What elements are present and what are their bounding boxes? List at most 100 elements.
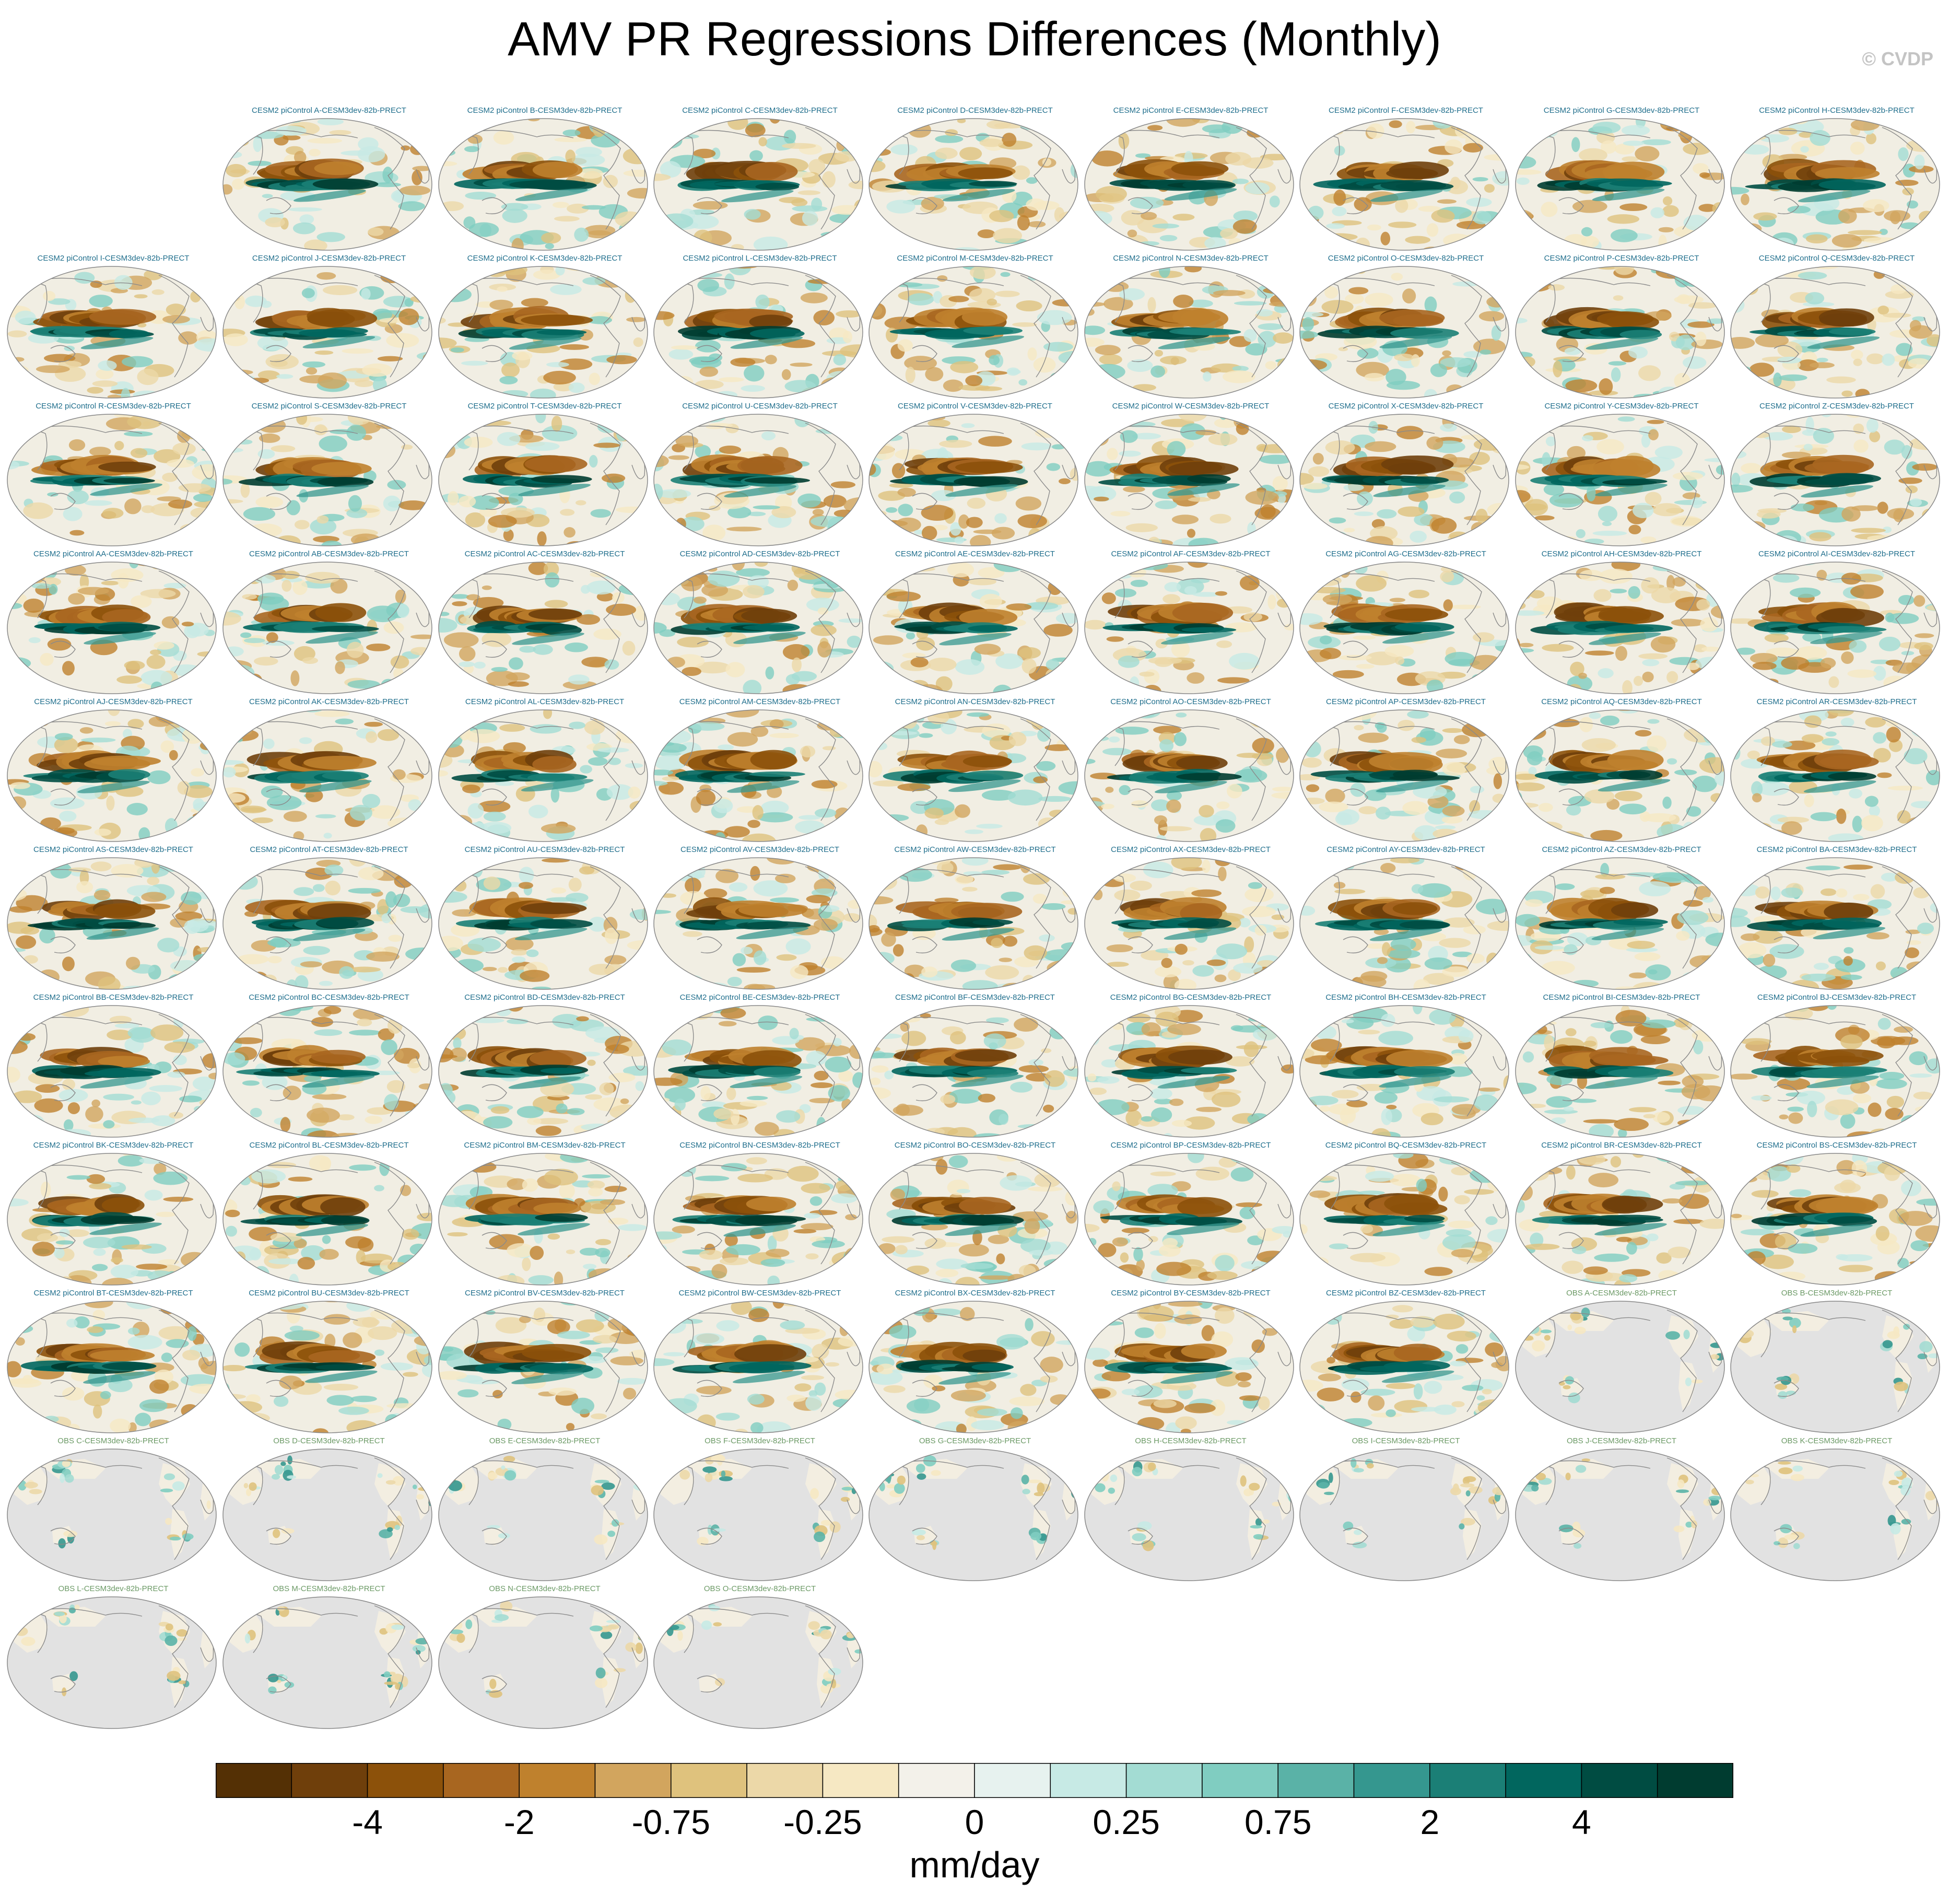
anomaly-patch <box>439 880 456 890</box>
anomaly-patch <box>1020 124 1036 130</box>
anomaly-patch <box>568 382 585 393</box>
anomaly-patch <box>543 562 559 577</box>
anomaly-patch <box>223 611 241 626</box>
anomaly-patch <box>874 742 888 750</box>
anomaly-patch <box>832 969 852 974</box>
anomaly-patch <box>1252 738 1274 754</box>
map-plot <box>222 118 432 251</box>
anomaly-patch <box>1127 229 1137 238</box>
anomaly-patch <box>1610 589 1627 593</box>
anomaly-patch <box>447 532 468 537</box>
negative-anomaly <box>1176 755 1228 771</box>
anomaly-patch <box>1688 527 1708 544</box>
anomaly-patch <box>1710 215 1724 221</box>
anomaly-patch <box>1364 372 1384 382</box>
anomaly-patch <box>40 652 54 666</box>
anomaly-patch <box>1800 146 1809 153</box>
anomaly-patch <box>1326 531 1347 540</box>
anomaly-patch <box>1173 294 1194 308</box>
anomaly-patch <box>1012 322 1037 327</box>
anomaly-patch <box>1658 227 1674 232</box>
map-plot <box>653 118 863 251</box>
anomaly-patch <box>927 657 957 672</box>
anomaly-patch <box>924 808 944 819</box>
anomaly-patch <box>841 232 863 250</box>
anomaly-patch <box>565 149 576 163</box>
anomaly-patch <box>962 886 978 892</box>
anomaly-patch <box>783 130 796 144</box>
anomaly-patch <box>305 571 341 584</box>
positive-anomaly <box>968 625 1018 633</box>
anomaly-patch <box>897 487 916 497</box>
panel-title: CESM2 piControl AY-CESM3dev-82b-PRECT <box>1326 845 1485 854</box>
anomaly-patch <box>1423 973 1454 985</box>
anomaly-patch <box>1043 624 1073 637</box>
anomaly-patch <box>750 726 769 737</box>
anomaly-patch <box>489 299 513 310</box>
anomaly-patch <box>1274 572 1294 587</box>
anomaly-patch <box>633 384 648 391</box>
anomaly-patch <box>1367 224 1381 231</box>
anomaly-patch <box>122 356 154 368</box>
positive-anomaly <box>323 327 368 335</box>
map-outline <box>1299 266 1509 399</box>
anomaly-patch <box>1216 943 1248 960</box>
coastline <box>1128 493 1153 510</box>
anomaly-patch <box>1245 858 1267 868</box>
anomaly-patch <box>1849 788 1862 799</box>
coastline <box>468 869 574 878</box>
positive-anomaly <box>103 477 155 484</box>
anomaly-patch <box>1099 826 1124 841</box>
anomaly-patch <box>488 515 517 528</box>
anomaly-patch <box>21 532 34 546</box>
panel-title: CESM2 piControl AF-CESM3dev-82b-PRECT <box>1111 550 1271 558</box>
anomaly-patch <box>1840 717 1854 727</box>
anomaly-patch <box>1215 591 1227 596</box>
positive-anomaly <box>80 336 154 349</box>
anomaly-patch <box>364 721 383 727</box>
anomaly-patch <box>1516 240 1534 249</box>
anomaly-patch <box>348 966 381 973</box>
anomaly-patch <box>1652 564 1678 571</box>
positive-anomaly <box>968 181 1017 187</box>
anomaly-patch <box>1491 325 1501 341</box>
anomaly-patch <box>451 836 471 842</box>
anomaly-patch <box>1252 716 1266 727</box>
anomaly-patch <box>1107 448 1118 460</box>
anomaly-patch <box>1484 266 1509 278</box>
coastline <box>468 130 574 138</box>
panel-title: CESM2 piControl AG-CESM3dev-82b-PRECT <box>1325 550 1486 558</box>
anomaly-patch <box>1051 426 1078 434</box>
anomaly-patch <box>1896 343 1913 356</box>
anomaly-patch <box>1523 503 1547 511</box>
anomaly-patch <box>1228 969 1241 982</box>
anomaly-patch <box>1921 541 1940 546</box>
anomaly-patch <box>1647 419 1664 424</box>
anomaly-patch <box>774 873 796 883</box>
coastline <box>1343 640 1368 658</box>
anomaly-patch <box>1316 976 1347 989</box>
anomaly-patch <box>1445 139 1463 154</box>
anomaly-patch <box>321 540 342 546</box>
anomaly-patch <box>453 880 467 892</box>
anomaly-patch <box>1302 483 1328 489</box>
anomaly-patch <box>1578 672 1587 679</box>
anomaly-patch <box>947 562 974 578</box>
anomaly-patch <box>1232 178 1249 184</box>
anomaly-patch <box>1303 740 1321 757</box>
anomaly-patch <box>1254 507 1281 520</box>
anomaly-patch <box>1325 788 1345 804</box>
anomaly-patch <box>1528 766 1537 776</box>
anomaly-patch <box>1085 422 1106 438</box>
positive-anomaly <box>749 328 805 339</box>
anomaly-patch <box>223 767 236 778</box>
anomaly-patch <box>1710 604 1724 619</box>
anomaly-patch <box>118 573 129 589</box>
anomaly-patch <box>1236 423 1249 435</box>
map-outline <box>868 118 1078 251</box>
anomaly-patch <box>7 718 38 733</box>
anomaly-patch <box>1764 633 1789 643</box>
anomaly-patch <box>59 811 77 822</box>
anomaly-patch <box>1098 977 1122 989</box>
anomaly-patch <box>267 938 301 948</box>
